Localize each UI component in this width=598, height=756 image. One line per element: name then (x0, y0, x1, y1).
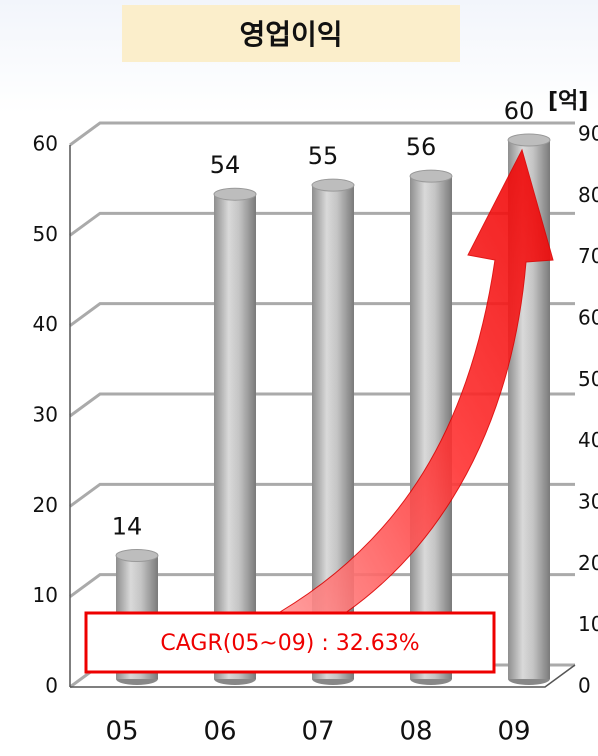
value-label: 54 (210, 151, 241, 179)
y2-tick-label: 80 (578, 183, 598, 207)
y2-tick-label: 90 (578, 122, 598, 146)
y2-tick-label: 70 (578, 244, 598, 268)
growth-arrow (279, 148, 554, 641)
y-tick-label: 0 (45, 674, 58, 698)
value-label: 55 (308, 142, 339, 170)
chart-title: 영업이익 (239, 18, 342, 51)
x-tick-label: 07 (301, 717, 334, 747)
x-tick-label: 09 (497, 717, 530, 747)
y2-tick-label: 20 (578, 551, 598, 575)
unit-label: [억] (548, 89, 588, 114)
floor (70, 664, 576, 688)
bar-top (115, 549, 159, 563)
bar (214, 194, 256, 679)
bar-top (507, 133, 551, 147)
annotation-box (84, 611, 496, 674)
bar-top (311, 178, 355, 192)
y2-tick-label: 10 (578, 612, 598, 636)
bar-top (409, 169, 453, 183)
y-tick-label: 60 (33, 132, 58, 156)
y-tick-label: 10 (33, 583, 58, 607)
x-tick-label: 05 (105, 717, 138, 747)
title-box (122, 5, 460, 62)
y-tick-label: 20 (33, 493, 58, 517)
annotation: CAGR(05~09) : 32.63% (160, 631, 419, 656)
y2-tick-label: 40 (578, 428, 598, 452)
bar (410, 176, 452, 679)
y2-tick-label: 0 (578, 674, 591, 698)
value-label: 60 (504, 97, 535, 125)
y-tick-label: 40 (33, 312, 58, 336)
y2-tick-label: 60 (578, 306, 598, 330)
grid-line (69, 121, 575, 147)
y-tick-label: 30 (33, 403, 58, 427)
x-tick-label: 06 (203, 717, 236, 747)
bar-top (213, 187, 257, 201)
y-tick-label: 50 (33, 222, 58, 246)
value-label: 14 (112, 513, 143, 541)
y2-tick-label: 50 (578, 367, 598, 391)
y2-tick-label: 30 (578, 490, 598, 514)
x-tick-label: 08 (399, 717, 432, 747)
value-label: 56 (406, 133, 437, 161)
